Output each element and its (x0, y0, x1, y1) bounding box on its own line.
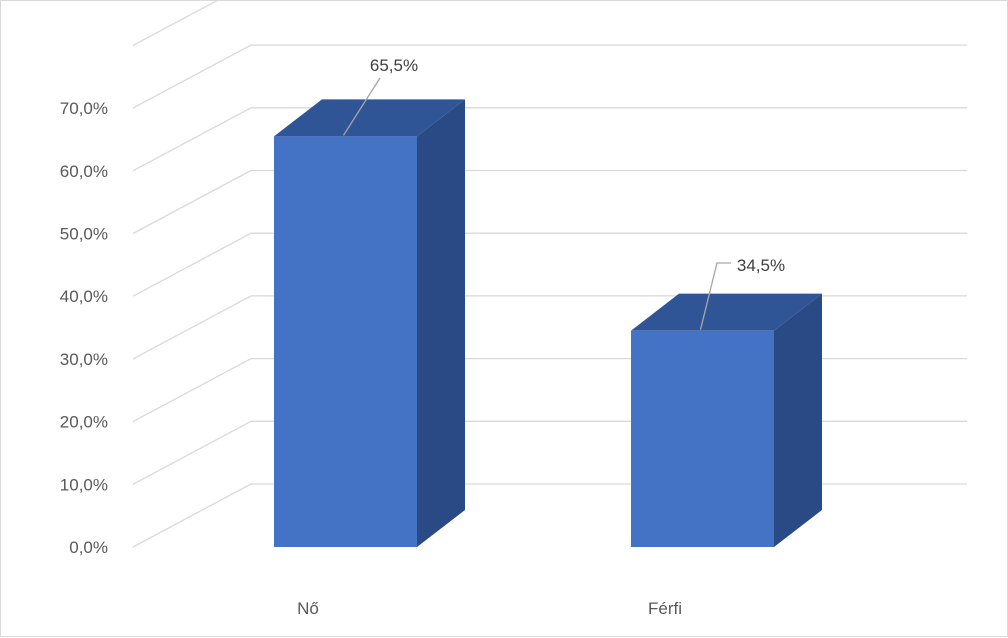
gridline-depth (132, 295, 252, 360)
gridline-depth (132, 107, 252, 172)
x-category-label: Férfi (648, 599, 682, 618)
bar-layer (274, 99, 822, 547)
y-tick-label: 60,0% (60, 162, 108, 181)
y-tick-label: 40,0% (60, 287, 108, 306)
y-tick-label: 0,0% (69, 538, 108, 557)
gridline-depth (132, 483, 252, 548)
bar (274, 136, 417, 547)
y-tick-label: 30,0% (60, 350, 108, 369)
bar-side-face (774, 293, 822, 547)
data-label: 34,5% (737, 256, 785, 275)
bar (631, 330, 774, 547)
gridline-depth (132, 44, 252, 109)
bar-top-face (274, 99, 465, 137)
data-label-leader-line (342, 77, 381, 136)
grid-layer (132, 1, 967, 548)
data-label-leader-line (699, 262, 731, 330)
bar-side-face (417, 99, 465, 547)
bar-top-face (631, 293, 822, 331)
x-category-label: Nő (297, 599, 319, 618)
y-axis: 0,0% 10,0% 20,0% 30,0% 40,0% 50,0% 60,0% 70,0% (60, 99, 108, 557)
gridline-depth (132, 1, 218, 46)
y-tick-label: 20,0% (60, 413, 108, 432)
y-tick-label: 10,0% (60, 475, 108, 494)
data-label: 65,5% (370, 56, 418, 75)
gridline-depth (132, 232, 252, 297)
gridline-depth (132, 169, 252, 235)
data-label-layer: 65,5% 34,5% (342, 56, 785, 330)
y-tick-label: 50,0% (60, 225, 108, 244)
y-tick-label: 70,0% (60, 99, 108, 118)
gridline-depth (132, 420, 252, 485)
x-axis: Nő Férfi (297, 599, 682, 618)
gridline-depth (132, 358, 252, 423)
